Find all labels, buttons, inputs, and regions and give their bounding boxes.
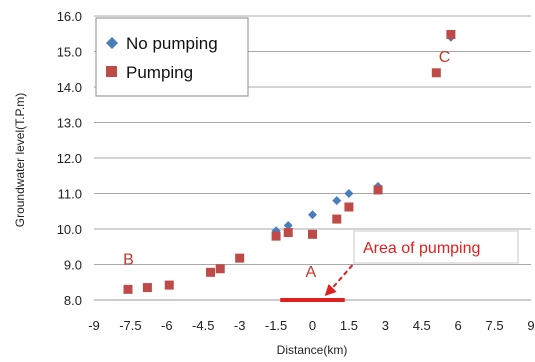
no-pumping-point [283,220,293,230]
pumping-point [164,280,174,290]
area-of-pumping-label: Area of pumping [363,240,480,257]
no-pumping-point [308,210,317,220]
x-tick-label: 9 [527,318,534,333]
y-tick-label: 14.0 [57,80,82,95]
pumping-arrowhead [324,284,337,296]
x-tick-label: -4.5 [192,318,214,333]
legend-pumping-marker [106,66,117,77]
x-tick-label: 1.5 [340,318,358,333]
pumping-point [123,284,133,294]
pumping-point [271,231,281,241]
y-tick-label: 9.0 [64,258,82,273]
x-tick-label: 0 [309,318,316,333]
y-tick-label: 11.0 [58,187,82,202]
area-of-pumping-box [353,230,519,264]
legend-pumping-label: Pumping [126,63,193,82]
x-tick-label: 6 [455,318,462,333]
no-pumping-point [344,189,354,198]
pumping-point [235,253,245,263]
x-tick-labels: -9 -7.5 -6 -4.5 -3 -1.5 0 1.5 3 4.5 6 7.5 9 [88,318,534,333]
y-tick-label: 12.0 [57,151,82,166]
pumping-point [344,202,354,212]
x-tick-label: -6 [161,318,173,333]
pumping-point [308,229,317,239]
pumping-point [373,185,383,195]
y-tick-label: 13.0 [57,116,82,131]
pumping-point [142,283,152,293]
pumping-point [446,29,456,39]
y-axis-title: Groundwater level(T.P.m) [13,93,27,228]
y-tick-labels: 8.0 9.0 10.0 11.0 12.0 13.0 14.0 15.0 16.0 [57,9,82,308]
pumping-point [215,264,225,274]
y-tick-label: 8.0 [64,293,82,308]
x-tick-label: 4.5 [413,318,431,333]
x-tick-label: 7.5 [486,318,504,333]
pumping-point [431,68,441,78]
x-tick-label: -7.5 [119,318,141,333]
y-tick-label: 16.0 [57,9,82,24]
data-points [123,29,456,294]
pumping-point [206,267,216,277]
x-tick-label: 3 [382,318,389,333]
pumping-point [332,214,342,224]
legend: No pumping Pumping [95,17,249,97]
annotation-c: C [439,49,451,66]
annotation-a: A [306,264,317,281]
pumping-point [283,228,293,238]
x-axis-title: Distance(km) [277,343,348,357]
legend-no-pumping-marker [106,37,118,49]
legend-no-pumping-label: No pumping [126,34,218,53]
legend-box [95,17,249,97]
no-pumping-point [332,196,342,206]
x-tick-label: -9 [88,318,100,333]
x-tick-label: -3 [234,318,246,333]
x-tick-label: -1.5 [265,318,287,333]
y-tick-label: 10.0 [57,222,82,237]
annotation-b: B [123,252,134,269]
y-tick-label: 15.0 [57,45,82,60]
